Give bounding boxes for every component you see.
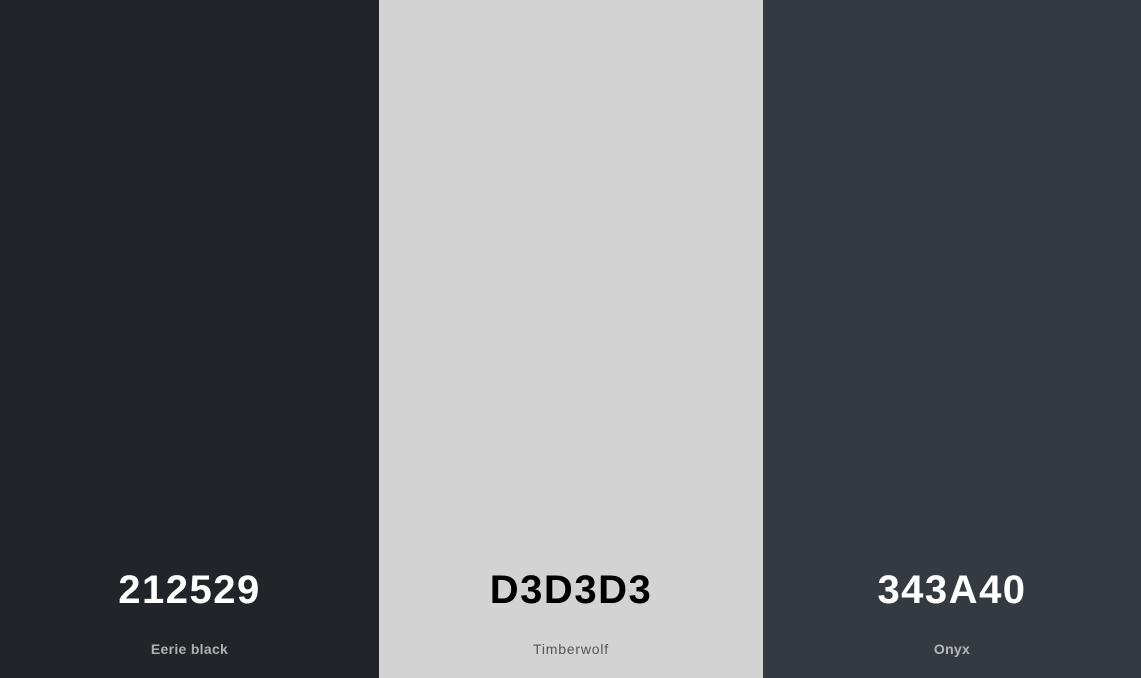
swatch-timberwolf[interactable]: D3D3D3 Timberwolf bbox=[379, 0, 763, 678]
color-name: Timberwolf bbox=[533, 641, 609, 657]
hex-code[interactable]: 212529 bbox=[118, 568, 261, 612]
color-name: Onyx bbox=[933, 641, 971, 657]
swatch-eerie-black[interactable]: 212529 Eerie black bbox=[0, 0, 379, 678]
color-name: Eerie black bbox=[150, 641, 229, 657]
hex-code[interactable]: D3D3D3 bbox=[489, 568, 653, 612]
swatch-onyx[interactable]: 343A40 Onyx bbox=[763, 0, 1141, 678]
hex-code[interactable]: 343A40 bbox=[877, 568, 1027, 612]
